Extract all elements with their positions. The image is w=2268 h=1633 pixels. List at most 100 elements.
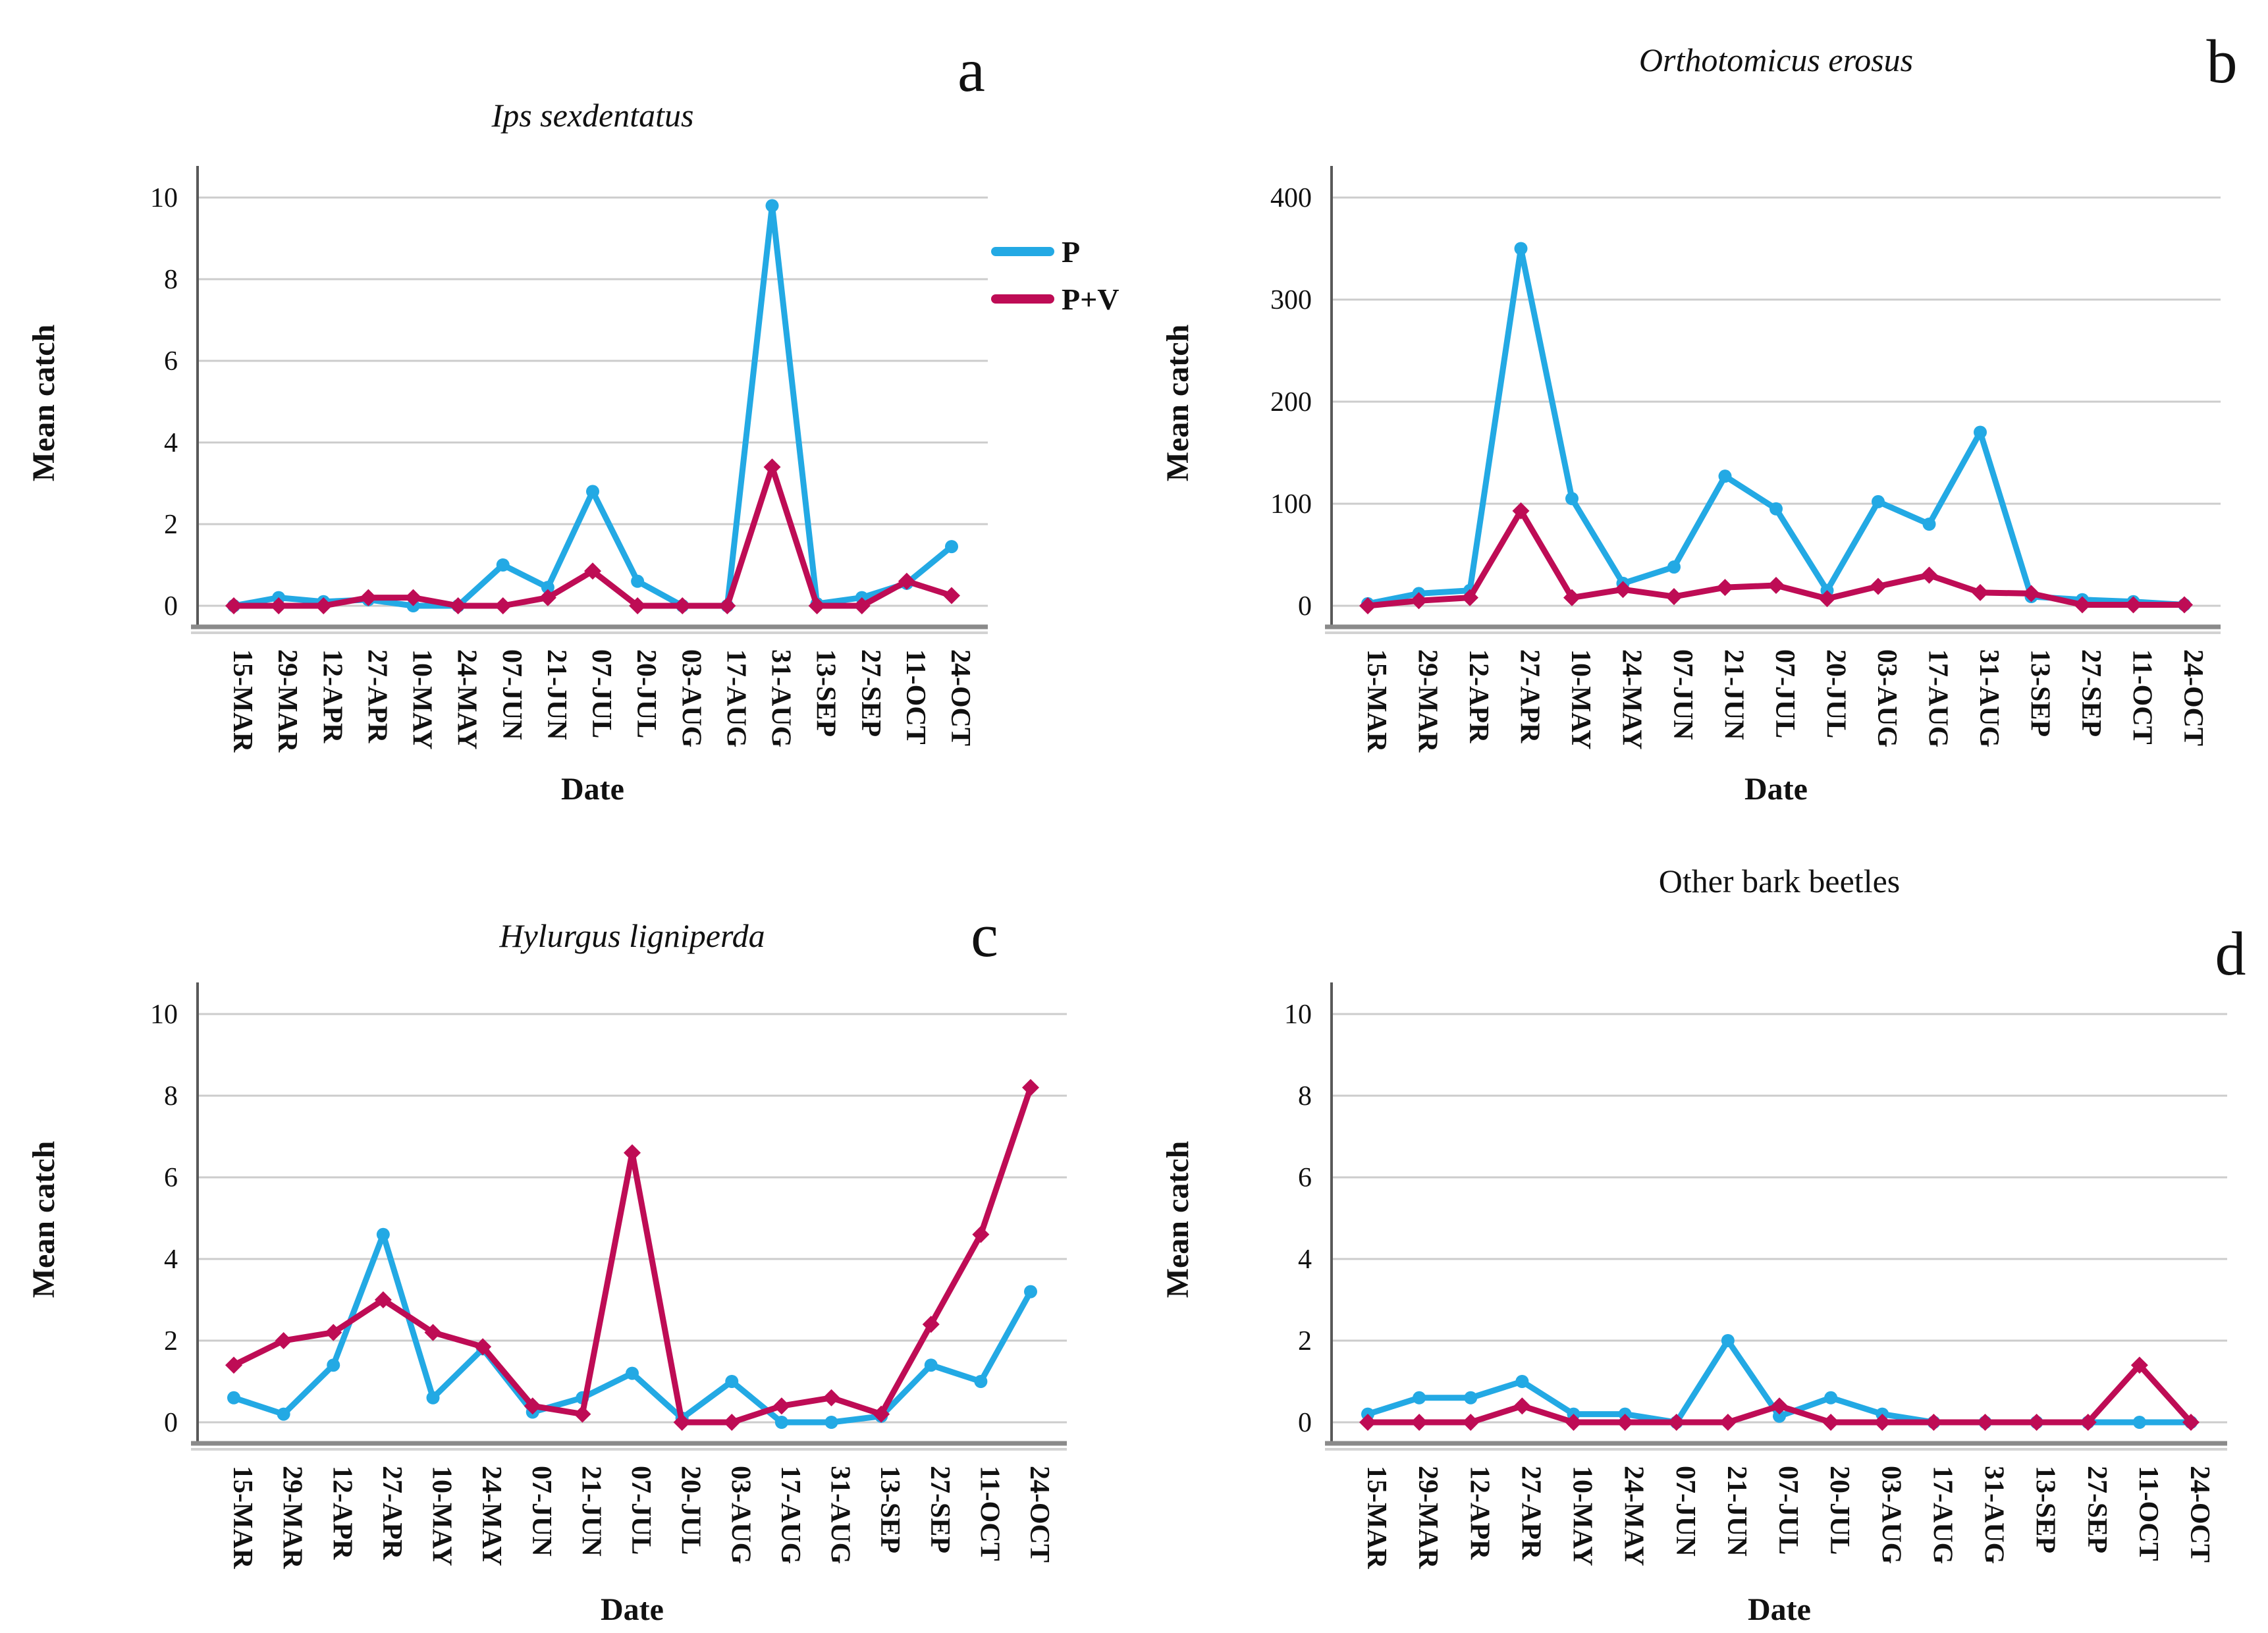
data-point-P: [1872, 495, 1885, 508]
data-point-P-plus-V: [1614, 581, 1632, 599]
panel-a: 0 2 4 6 8 10 15-MAR 29-MAR 12-APR 27-APR 10-MAY 24-…: [0, 0, 1134, 816]
y-tick-label: 4: [164, 428, 178, 458]
x-tick-label: 21-JUN: [1721, 1466, 1752, 1557]
x-tick-label: 15-MAR: [227, 649, 257, 753]
data-point-P: [327, 1358, 340, 1372]
data-point-P-plus-V: [1665, 588, 1683, 606]
legend-label-P: P: [1062, 235, 1080, 269]
data-point-P-plus-V: [1616, 1414, 1634, 1431]
data-point-P: [1024, 1285, 1037, 1298]
data-point-P-plus-V: [1513, 1397, 1531, 1415]
data-point-P: [631, 574, 645, 588]
y-tick-label: 2: [164, 510, 178, 540]
data-point-P-plus-V: [763, 458, 781, 476]
y-tick-label: 400: [1270, 183, 1312, 213]
data-point-P-plus-V: [360, 589, 377, 606]
series-line-P: [230, 202, 955, 609]
data-point-P: [541, 581, 554, 595]
data-point-P: [774, 1416, 788, 1429]
data-point-P-plus-V: [943, 587, 960, 604]
x-tick-label: 27-SEP: [855, 649, 886, 737]
x-tick-label: 11-OCT: [900, 649, 931, 745]
y-tick-label: 0: [164, 1408, 178, 1438]
y-tick-label: 2: [164, 1326, 178, 1356]
data-point-P: [1721, 1334, 1735, 1347]
x-tick-label: 17-AUG: [720, 649, 751, 747]
data-point-P: [924, 1358, 938, 1372]
y-tick-label: 8: [164, 265, 178, 295]
y-tick-label: 6: [164, 1163, 178, 1193]
data-point-P-plus-V: [374, 1291, 392, 1308]
y-tick-label: 0: [164, 591, 178, 622]
plot-layer-a: 0 2 4 6 8 10 15-MAR 29-MAR 12-APR 27-APR 10-MAY 24-…: [150, 166, 988, 753]
x-tick-label: 27-APR: [362, 649, 392, 743]
y-tick-label: 0: [1298, 591, 1312, 622]
x-tick-label: 07-JUN: [1667, 649, 1698, 740]
data-point-P-plus-V: [2182, 1414, 2200, 1431]
data-point-P-plus-V: [225, 1356, 242, 1374]
data-point-P-plus-V: [1359, 597, 1376, 614]
x-tick-label: 24-MAY: [476, 1466, 506, 1566]
x-tick-label: 31-AUG: [825, 1466, 855, 1564]
y-tick-label: 4: [1298, 1245, 1312, 1275]
legend-label-P-plus-V: P+V: [1062, 282, 1120, 316]
data-point-P-plus-V: [2124, 596, 2142, 614]
chart-title: Other bark beetles: [1659, 863, 1901, 899]
chart-title: Orthotomicus erosus: [1639, 41, 1913, 78]
data-point-P-plus-V: [1925, 1414, 1943, 1431]
x-tick-label: 07-JUL: [1773, 1466, 1803, 1555]
x-tick-label: 17-AUG: [1927, 1466, 1957, 1564]
data-point-P: [1718, 469, 1732, 483]
panel-letter: c: [971, 901, 998, 970]
data-point-P-plus-V: [1563, 589, 1580, 606]
x-tick-label: 24-OCT: [945, 649, 975, 746]
data-point-P-plus-V: [772, 1397, 790, 1415]
data-point-P: [1413, 1391, 1426, 1405]
x-tick-label: 07-JUN: [497, 649, 527, 740]
x-tick-label: 07-JUL: [586, 649, 616, 738]
x-axis-title: Date: [561, 772, 624, 807]
data-point-P-plus-V: [275, 1332, 292, 1349]
x-axis-title: Date: [601, 1592, 664, 1627]
data-point-P-plus-V: [1818, 590, 1836, 608]
x-tick-label: 27-SEP: [925, 1466, 955, 1553]
panel-b: 0 100 200 300 400 15-MAR 29-MAR 12-APR 27-APR 10-…: [1134, 0, 2268, 816]
data-point-P-plus-V: [723, 1414, 741, 1431]
data-point-P-plus-V: [1719, 1414, 1737, 1431]
x-tick-label: 29-MAR: [1413, 1466, 1443, 1569]
series-line-P: [1364, 246, 2188, 608]
data-point-P: [1974, 425, 1987, 439]
data-point-P-plus-V: [853, 597, 871, 614]
y-tick-label: 6: [164, 346, 178, 377]
chart-panel-b: 0 100 200 300 400 15-MAR 29-MAR 12-APR 27-APR 10-…: [1160, 28, 2238, 807]
data-point-P: [2132, 1416, 2146, 1429]
chart-panel-a: 0 2 4 6 8 10 15-MAR 29-MAR 12-APR 27-APR 10-MAY 24-…: [26, 36, 1120, 807]
y-axis-title: Mean catch: [1160, 325, 1195, 482]
y-tick-label: 10: [150, 1000, 178, 1030]
data-point-P-plus-V: [270, 597, 288, 614]
data-point-P-plus-V: [1771, 1397, 1788, 1415]
x-tick-label: 29-MAR: [272, 649, 302, 753]
data-point-P: [626, 1366, 639, 1380]
data-point-P-plus-V: [808, 597, 826, 614]
data-point-P: [1565, 492, 1579, 506]
y-tick-label: 2: [1298, 1326, 1312, 1356]
x-tick-label: 21-JUN: [576, 1466, 606, 1557]
y-tick-label: 8: [164, 1081, 178, 1111]
x-tick-label: 24-OCT: [2184, 1466, 2215, 1563]
x-tick-label: 11-OCT: [2127, 649, 2157, 745]
data-point-P: [1667, 560, 1681, 574]
data-point-P: [376, 1227, 390, 1241]
y-axis-title: Mean catch: [26, 325, 61, 482]
data-point-P-plus-V: [225, 597, 242, 614]
data-point-P: [1514, 242, 1528, 255]
x-tick-label: 12-APR: [317, 649, 347, 743]
x-tick-label: 11-OCT: [974, 1466, 1004, 1561]
chart-panel-d: 0 2 4 6 8 10 15-MAR 29-MAR 12-APR 27-APR 10-MAY 24-…: [1160, 863, 2246, 1627]
data-point-P-plus-V: [673, 1414, 691, 1431]
x-tick-label: 17-AUG: [1923, 649, 1953, 747]
data-point-P-plus-V: [524, 1397, 541, 1415]
data-point-P-plus-V: [2130, 1356, 2148, 1374]
chart-title: Ips sexdentatus: [491, 97, 694, 134]
x-tick-label: 03-AUG: [1872, 649, 1902, 747]
